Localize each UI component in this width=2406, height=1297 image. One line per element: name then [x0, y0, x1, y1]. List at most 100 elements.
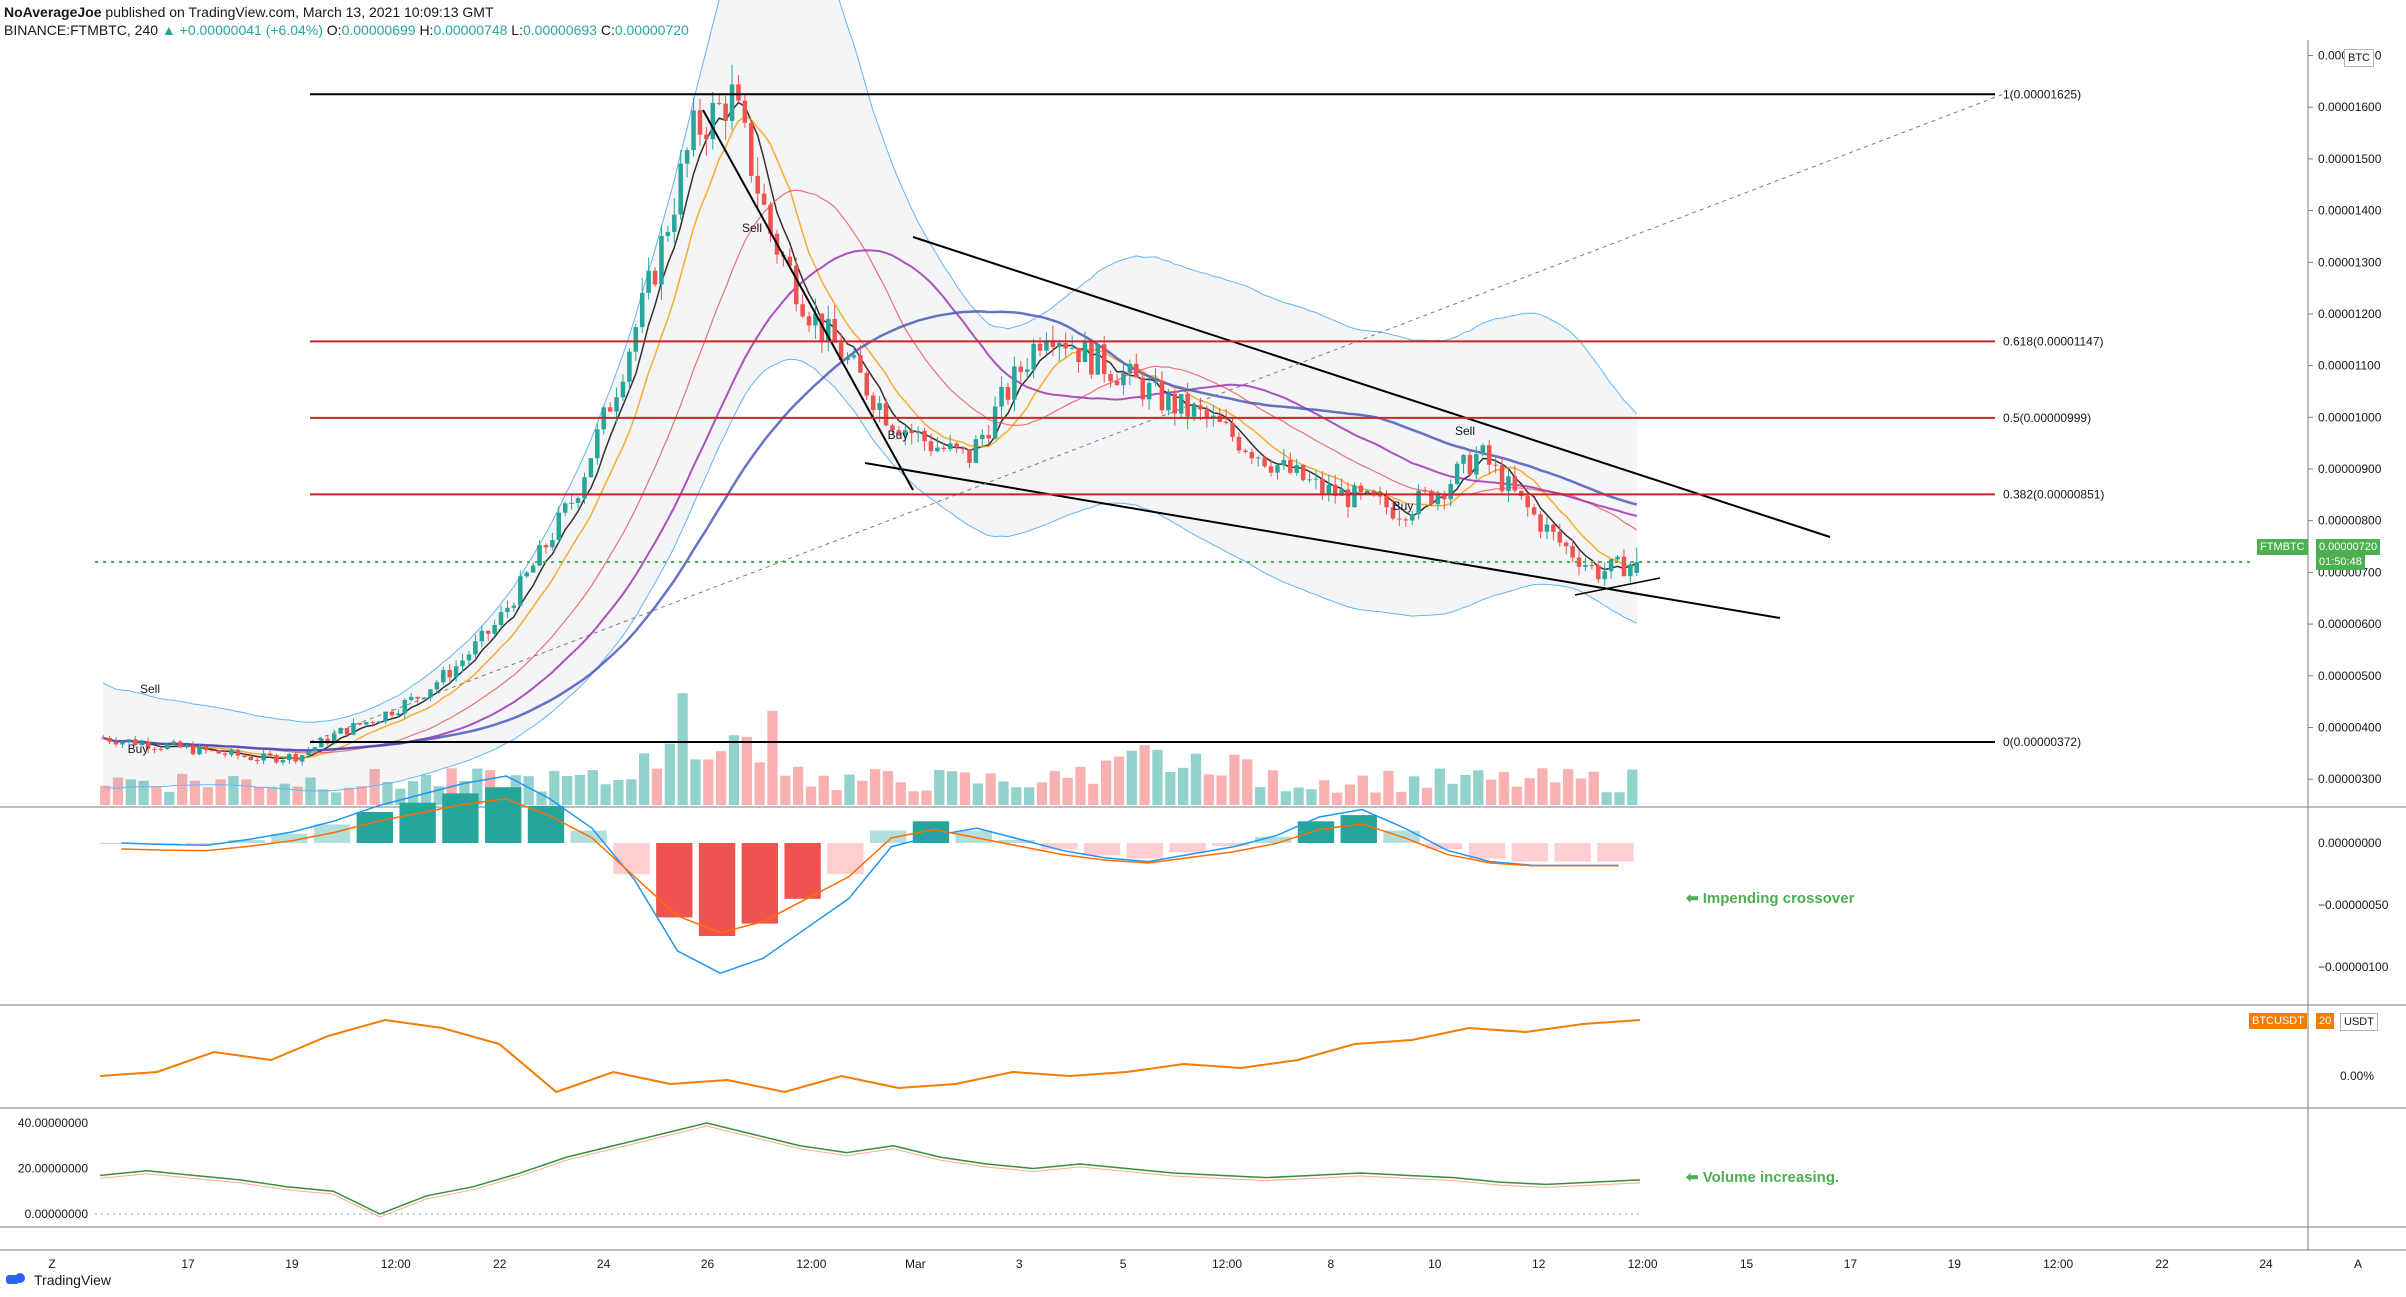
volume-bar [100, 785, 111, 805]
volume-bar [651, 768, 663, 805]
macd-histogram-bar [1554, 843, 1591, 862]
candle-body [473, 641, 478, 655]
candle-body [1288, 460, 1293, 473]
volume-oscillator-signal [99, 1125, 1641, 1218]
time-axis-label: 3 [1016, 1257, 1023, 1271]
candle-body [1198, 405, 1203, 410]
candle-body [755, 175, 760, 194]
trend-line[interactable] [864, 462, 1781, 619]
candle-body [639, 292, 645, 328]
candle-body [832, 318, 837, 343]
volume-bar [112, 777, 124, 805]
candle-body [1480, 445, 1486, 455]
candle-body [903, 430, 908, 436]
volume-bar [1165, 771, 1176, 805]
candle-body [267, 753, 273, 756]
volume-bar [754, 762, 765, 805]
candle-body [1140, 377, 1145, 400]
volume-bar [677, 693, 688, 805]
macd-histogram-bar [142, 843, 180, 845]
candle-body [710, 102, 716, 140]
candle-body [158, 748, 164, 750]
macd-histogram-bar [613, 843, 650, 874]
candle-body [1628, 564, 1633, 577]
candle-body [1037, 343, 1043, 351]
arrow-left-icon: ⬅ [1686, 1169, 1699, 1186]
volume-bar [1332, 792, 1343, 805]
candle-body [248, 756, 254, 761]
candle-body [1409, 514, 1415, 521]
candle-body [1326, 484, 1332, 494]
macd-axis-label: −0.00000050 [2318, 898, 2389, 912]
price-axis-label: 0.00001100 [2318, 359, 2381, 373]
volume-bar [1537, 768, 1548, 805]
candle-body [351, 722, 356, 735]
trend-line[interactable] [912, 236, 1831, 538]
volume-bar [433, 786, 444, 805]
candle-body [858, 355, 863, 373]
candle-body [1050, 340, 1056, 347]
volume-bar [844, 774, 855, 805]
candle-body [1018, 366, 1024, 372]
annotation-volume: ⬅ Volume increasing. [1686, 1168, 1839, 1186]
candle-body [1339, 489, 1344, 496]
candle-body [133, 739, 138, 746]
volume-bar [420, 774, 432, 805]
candle-body [197, 746, 202, 755]
volume-bar [1473, 770, 1484, 805]
candle-body [1172, 393, 1178, 414]
candle-body [331, 733, 337, 744]
candle-body [1422, 490, 1428, 492]
candle-body [1320, 478, 1325, 494]
brand-name: TradingView [34, 1272, 112, 1288]
candle-body [652, 270, 658, 285]
volume-bar [1293, 787, 1304, 805]
tradingview-logo-icon [6, 1273, 28, 1287]
candle-body [960, 447, 966, 450]
volume-bar [408, 781, 419, 805]
tradingview-branding[interactable]: TradingView [6, 1272, 111, 1288]
macd-histogram-bar [399, 802, 436, 843]
candle-body [1583, 565, 1588, 567]
macd-histogram-bar [228, 839, 265, 843]
candle-body [659, 235, 664, 285]
time-axis-label: 24 [2259, 1257, 2273, 1271]
fib-label: 0.5(0.00000999) [2003, 411, 2091, 425]
volume-bar [228, 776, 239, 805]
candle-body [274, 755, 279, 763]
candle-body [909, 430, 914, 434]
volume-bar [1267, 770, 1279, 805]
candle-body [1089, 341, 1094, 375]
candle-body [287, 754, 292, 761]
candle-body [1486, 445, 1492, 465]
volume-bar [934, 769, 945, 805]
candle-body [434, 682, 440, 690]
volume-bar [266, 786, 278, 805]
volume-bar [459, 781, 470, 805]
currency-badge[interactable]: BTC [2344, 49, 2374, 67]
time-axis-label: 12:00 [1212, 1257, 1242, 1271]
candle-body [152, 748, 157, 750]
publisher-name[interactable]: NoAverageJoe [4, 4, 102, 20]
time-axis-label: 22 [493, 1257, 507, 1271]
trend-line[interactable] [702, 109, 914, 491]
candle-body [1570, 546, 1575, 558]
volume-bar [1370, 792, 1381, 805]
macd-histogram-bar [656, 843, 693, 918]
time-axis-label: 12:00 [796, 1257, 826, 1271]
fib-levels[interactable]: 1(0.00001625) 0.618(0.00001147) 0.5(0.0000… [95, 87, 2250, 749]
candle-body [460, 660, 465, 667]
candle-body [1384, 496, 1389, 508]
volume-bar [382, 781, 393, 805]
candle-body [1275, 465, 1280, 473]
candle-body [864, 372, 870, 396]
candle-body [1551, 524, 1556, 532]
candle-body [113, 741, 119, 745]
candle-body [1493, 464, 1498, 466]
candle-body [498, 612, 504, 625]
btc-usdt-line [99, 1018, 1641, 1094]
candle-body [1044, 340, 1049, 351]
candle-body [1076, 347, 1081, 363]
candle-body [1191, 405, 1197, 417]
